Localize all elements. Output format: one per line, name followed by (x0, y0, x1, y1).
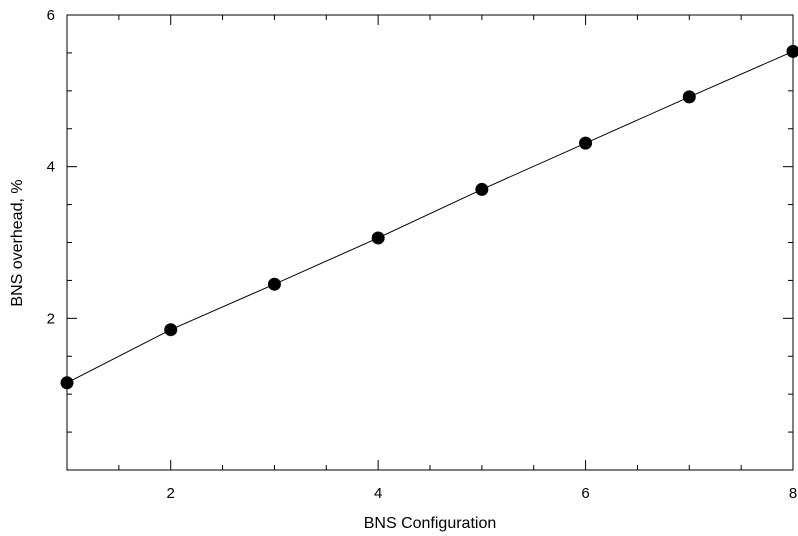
data-point (164, 323, 178, 337)
x-tick-label: 4 (374, 485, 382, 502)
series-line (66, 50, 794, 384)
data-point (267, 277, 281, 291)
data-point (579, 136, 593, 150)
y-tick-label: 2 (47, 310, 55, 327)
x-tick-label: 2 (167, 485, 175, 502)
axis-ticks (66, 14, 794, 470)
tick-labels: 2 4 6 8 2 4 6 (47, 7, 798, 502)
data-point (60, 376, 74, 390)
x-tick-label: 6 (581, 485, 589, 502)
data-point (682, 90, 696, 104)
y-tick-label: 4 (47, 159, 55, 176)
data-series (60, 44, 798, 390)
plot-frame (66, 14, 794, 471)
data-point (786, 44, 798, 58)
x-axis-title: BNS Configuration (364, 515, 497, 532)
y-tick-label: 6 (47, 7, 55, 24)
y-axis-title: BNS overhead, % (9, 179, 26, 306)
x-tick-label: 8 (789, 485, 797, 502)
data-point (371, 231, 385, 245)
data-point (475, 182, 489, 196)
